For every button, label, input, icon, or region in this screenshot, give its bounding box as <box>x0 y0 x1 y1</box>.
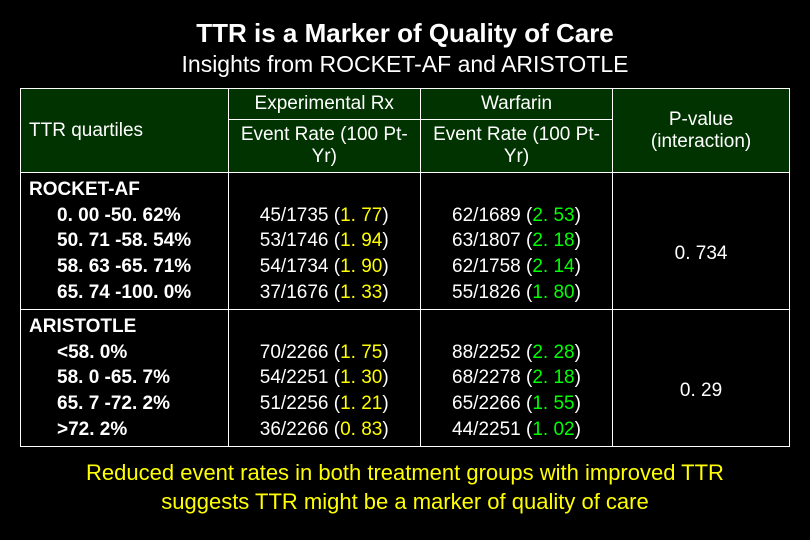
value-row: 62/1758 (2. 14) <box>429 254 604 280</box>
value-row: 68/2278 (2. 18) <box>429 365 604 391</box>
warfarin-values: 88/2252 (2. 28)68/2278 (2. 18)65/2266 (1… <box>420 310 612 447</box>
value-row: 62/1689 (2. 53) <box>429 203 604 229</box>
experimental-values: 70/2266 (1. 75)54/2251 (1. 30)51/2256 (1… <box>228 310 420 447</box>
study-name: ARISTOTLE <box>29 316 136 337</box>
quartile-label: 65. 7 -72. 2% <box>29 391 220 417</box>
quartile-label: >72. 2% <box>29 417 220 443</box>
quartile-label: 0. 00 -50. 62% <box>29 203 220 229</box>
value-row: 54/1734 (1. 90) <box>237 254 412 280</box>
slide-subtitle: Insights from ROCKET-AF and ARISTOTLE <box>20 51 790 78</box>
value-row: 54/2251 (1. 30) <box>237 365 412 391</box>
quartile-label: 58. 63 -65. 71% <box>29 254 220 280</box>
header-sub-exp: Event Rate (100 Pt-Yr) <box>228 120 420 173</box>
header-pvalue: P-value (interaction) <box>613 89 790 173</box>
quartile-label: 58. 0 -65. 7% <box>29 365 220 391</box>
value-row: 44/2251 (1. 02) <box>429 417 604 443</box>
value-row: 51/2256 (1. 21) <box>237 391 412 417</box>
quartile-label: 50. 71 -58. 54% <box>29 228 220 254</box>
quartile-label: <58. 0% <box>29 340 220 366</box>
header-experimental: Experimental Rx <box>228 89 420 120</box>
value-row: 70/2266 (1. 75) <box>237 340 412 366</box>
footer-line2: suggests TTR might be a marker of qualit… <box>161 489 648 514</box>
value-row: 45/1735 (1. 77) <box>237 203 412 229</box>
footer-text: Reduced event rates in both treatment gr… <box>20 459 790 516</box>
data-table: TTR quartiles Experimental Rx Warfarin P… <box>20 88 790 447</box>
value-row: 65/2266 (1. 55) <box>429 391 604 417</box>
p-value: 0. 29 <box>613 310 790 447</box>
value-row: 63/1807 (2. 18) <box>429 228 604 254</box>
footer-line1: Reduced event rates in both treatment gr… <box>86 460 724 485</box>
value-row: 53/1746 (1. 94) <box>237 228 412 254</box>
value-row: 55/1826 (1. 80) <box>429 280 604 306</box>
experimental-values: 45/1735 (1. 77)53/1746 (1. 94)54/1734 (1… <box>228 173 420 310</box>
group-labels: ARISTOTLE <58. 0%58. 0 -65. 7%65. 7 -72. … <box>21 310 229 447</box>
warfarin-values: 62/1689 (2. 53)63/1807 (2. 18)62/1758 (2… <box>420 173 612 310</box>
group-labels: ROCKET-AF 0. 00 -50. 62%50. 71 -58. 54%58… <box>21 173 229 310</box>
value-row: 37/1676 (1. 33) <box>237 280 412 306</box>
value-row: 36/2266 (0. 83) <box>237 417 412 443</box>
p-value: 0. 734 <box>613 173 790 310</box>
slide-title: TTR is a Marker of Quality of Care <box>20 18 790 49</box>
header-rowhead: TTR quartiles <box>21 89 229 173</box>
value-row: 88/2252 (2. 28) <box>429 340 604 366</box>
header-warfarin: Warfarin <box>420 89 612 120</box>
quartile-label: 65. 74 -100. 0% <box>29 280 220 306</box>
header-sub-warf: Event Rate (100 Pt-Yr) <box>420 120 612 173</box>
study-name: ROCKET-AF <box>29 179 140 200</box>
